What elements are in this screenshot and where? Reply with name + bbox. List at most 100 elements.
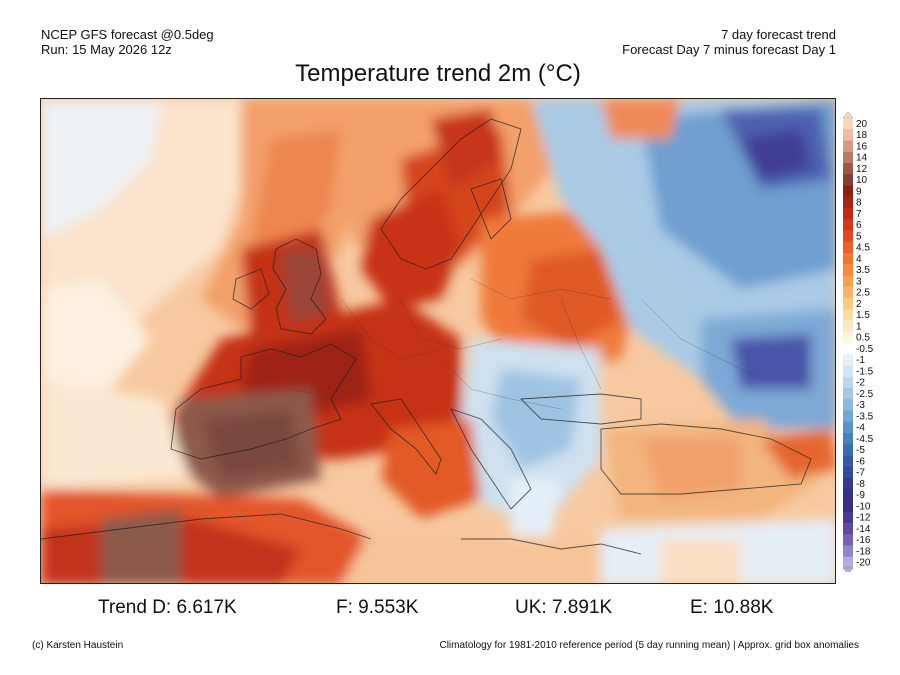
scale-swatch (843, 196, 853, 209)
scale-swatch (843, 365, 853, 378)
scale-label: -1 (856, 355, 865, 366)
run-label: Run: 15 May 2026 12z (41, 42, 172, 57)
scale-swatch (843, 556, 853, 569)
scale-min-arrow (842, 567, 854, 575)
scale-swatch (843, 309, 853, 321)
scale-label: 6 (856, 220, 862, 231)
scale-label: 1.5 (856, 310, 870, 321)
scale-swatch (843, 376, 853, 389)
header-left: NCEP GFS forecast @0.5deg Run: 15 May 20… (41, 27, 214, 57)
scale-label: -14 (856, 524, 871, 535)
model-label: NCEP GFS forecast @0.5deg (41, 27, 214, 42)
scale-label: 9 (856, 186, 862, 197)
scale-label: -8 (856, 479, 865, 490)
scale-label: 10 (856, 175, 868, 186)
scale-label: 12 (856, 164, 868, 175)
scale-label: 3.5 (856, 265, 870, 276)
scale-swatch (843, 399, 853, 411)
scale-label: 5 (856, 231, 862, 242)
scale-label: -2 (856, 378, 865, 389)
scale-label: 4 (856, 254, 862, 265)
scale-label: 20 (856, 119, 868, 130)
scale-swatch (843, 298, 853, 310)
scale-label: -20 (856, 558, 871, 569)
scale-swatch (843, 444, 853, 456)
scale-label: 16 (856, 141, 868, 152)
scale-swatch (843, 545, 853, 558)
scale-label: -18 (856, 546, 871, 557)
scale-label: -4.5 (856, 434, 874, 445)
scale-label: 7 (856, 209, 862, 220)
anomaly-field (41, 99, 835, 583)
scale-swatch (843, 478, 853, 490)
scale-label: 14 (856, 153, 868, 164)
trend-uk-value: UK: 7.891K (515, 597, 613, 618)
scale-label: -16 (856, 535, 871, 546)
scale-swatch (843, 264, 853, 276)
scale-swatch (843, 286, 853, 299)
scale-swatch (843, 331, 853, 344)
scale-label: 2 (856, 299, 862, 310)
forecast-type-label: 7 day forecast trend (721, 27, 836, 42)
scale-label: 18 (856, 130, 868, 141)
trend-domain-value: Trend D: 6.617K (98, 597, 237, 618)
country-borders (290, 278, 762, 410)
scale-label: -0.5 (856, 344, 874, 355)
scale-label: -3.5 (856, 411, 874, 422)
scale-label: -4 (856, 423, 865, 434)
scale-swatch (843, 421, 853, 434)
scale-label: -7 (856, 468, 865, 479)
scale-swatch (843, 185, 853, 198)
trend-europe-value: E: 10.88K (690, 597, 774, 618)
copyright-note: (c) Karsten Haustein (32, 640, 124, 651)
scale-swatch (843, 174, 853, 186)
scale-swatch (843, 500, 853, 513)
scale-label: 1 (856, 321, 862, 332)
scale-swatch (843, 410, 853, 423)
scale-swatch (843, 433, 853, 445)
scale-swatch (843, 253, 853, 265)
scale-swatch (843, 208, 853, 220)
trend-france-value: F: 9.553K (336, 597, 419, 618)
scale-swatch (843, 140, 853, 153)
scale-label: 3 (856, 276, 862, 287)
scale-max-arrow (842, 111, 854, 119)
scale-swatch (843, 275, 853, 288)
scale-swatch (843, 455, 853, 468)
scale-swatch (843, 523, 853, 535)
scale-label: -5 (856, 445, 865, 456)
scale-swatch (843, 129, 853, 141)
climatology-note: Climatology for 1981-2010 reference peri… (439, 640, 859, 651)
color-scale-legend: 20 18 16 14 12 10 9 8 7 6 5 4.5 4 3.5 3 2.5 2 1.5 1 0.5 -0.5… (842, 111, 900, 575)
color-scale-svg: 201816141210987654.543.532.521.510.5-0.5… (842, 111, 874, 575)
scale-swatch (843, 241, 853, 254)
scale-label: -6 (856, 456, 865, 467)
scale-label: -2.5 (856, 389, 874, 400)
scale-swatch (843, 354, 853, 366)
scale-label: 4.5 (856, 243, 870, 254)
scale-label: 8 (856, 198, 862, 209)
scale-label: -3 (856, 400, 865, 411)
scale-label: 2.5 (856, 288, 870, 299)
scale-label: 0.5 (856, 333, 870, 344)
header-right: 7 day forecast trend Forecast Day 7 minu… (622, 27, 836, 57)
scale-swatch (843, 466, 853, 479)
scale-swatch (843, 489, 853, 501)
scale-swatch (843, 219, 853, 231)
scale-swatch (843, 151, 853, 164)
scale-label: -10 (856, 501, 871, 512)
scale-swatch (843, 534, 853, 546)
coastlines (41, 118, 812, 555)
forecast-description: Forecast Day 7 minus forecast Day 1 (622, 42, 836, 57)
scale-label: -1.5 (856, 366, 874, 377)
scale-swatch (843, 511, 853, 524)
scale-swatch (843, 230, 853, 243)
scale-label: -12 (856, 513, 871, 524)
scale-label: -9 (856, 490, 865, 501)
scale-swatch (843, 343, 853, 355)
scale-swatch (843, 118, 853, 130)
scale-swatch (843, 163, 853, 175)
map-title: Temperature trend 2m (°C) (295, 60, 581, 87)
scale-swatch (843, 320, 853, 333)
temperature-trend-map (40, 98, 836, 584)
